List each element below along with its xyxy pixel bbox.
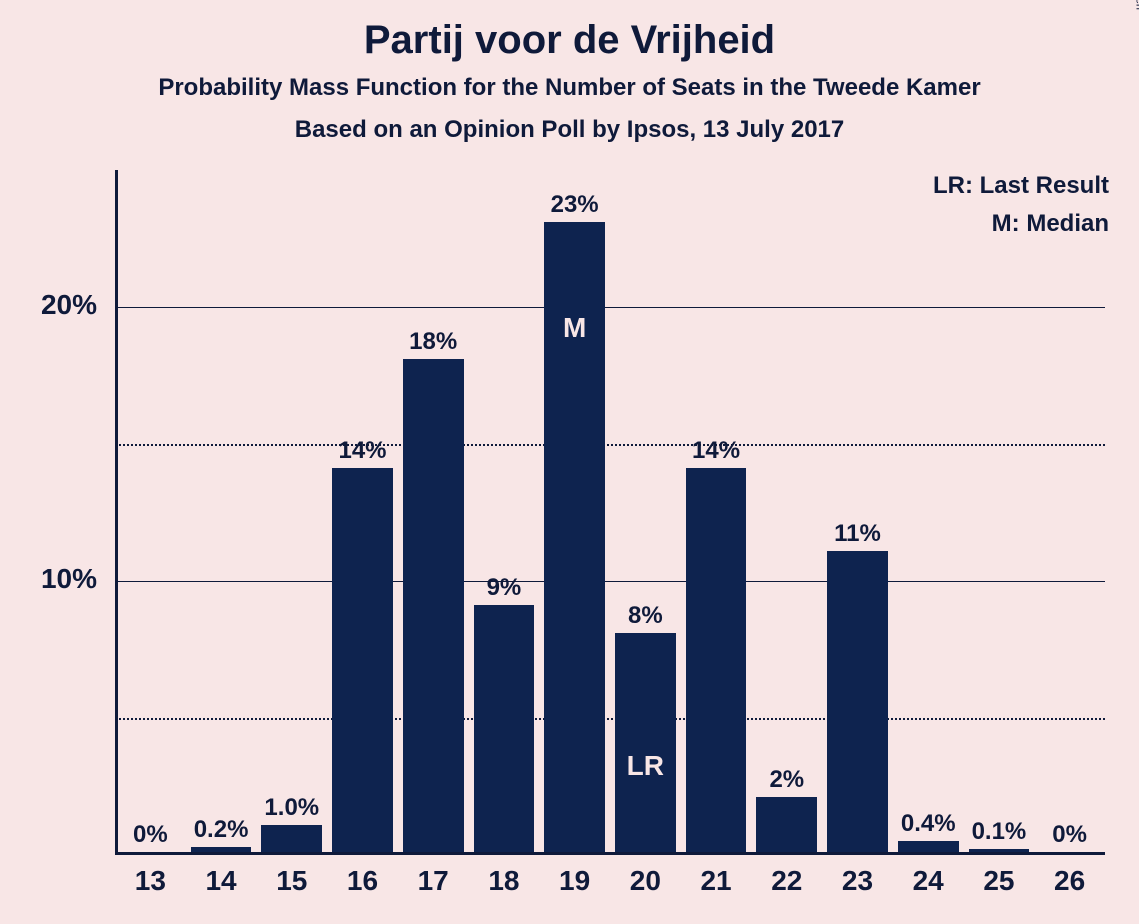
bar: [403, 359, 464, 852]
x-tick-label: 18: [469, 865, 540, 897]
bar-value-label: 8%: [605, 602, 685, 630]
x-tick-label: 26: [1034, 865, 1105, 897]
bar-value-label: 14%: [323, 437, 403, 465]
y-tick-label: 20%: [0, 289, 97, 321]
bar-value-label: 0.2%: [181, 816, 261, 844]
bar: [474, 605, 535, 852]
plot-area: 0%0.2%1.0%14%18%9%M23%LR8%14%2%11%0.4%0.…: [115, 170, 1105, 855]
x-tick-label: 13: [115, 865, 186, 897]
bar-value-label: 2%: [747, 766, 827, 794]
bar: [332, 468, 393, 852]
copyright-text: © 2020 Filip van Laenen: [1133, 0, 1139, 10]
bar-value-label: 0%: [1030, 821, 1110, 849]
x-tick-label: 21: [681, 865, 752, 897]
title-subtitle-1: Probability Mass Function for the Number…: [0, 74, 1139, 102]
gridline-major: [115, 307, 1105, 308]
x-tick-label: 22: [751, 865, 822, 897]
y-tick-label: 10%: [0, 563, 97, 595]
title-main: Partij voor de Vrijheid: [0, 18, 1139, 63]
bar-value-label: 0%: [110, 821, 190, 849]
chart-root: © 2020 Filip van Laenen Partij voor de V…: [0, 0, 1139, 924]
bar-value-label: 18%: [393, 328, 473, 356]
x-tick-label: 19: [539, 865, 610, 897]
bar: [191, 847, 252, 852]
x-tick-label: 15: [256, 865, 327, 897]
x-tick-label: 14: [186, 865, 257, 897]
x-axis-line: [115, 852, 1105, 855]
x-tick-label: 16: [327, 865, 398, 897]
bar: [261, 825, 322, 852]
bar: [686, 468, 747, 852]
bar-in-label: M: [544, 312, 605, 344]
bar: [827, 551, 888, 852]
bar-value-label: 1.0%: [252, 794, 332, 822]
bar: M: [544, 222, 605, 852]
bar-value-label: 23%: [535, 191, 615, 219]
x-tick-label: 20: [610, 865, 681, 897]
bar: [969, 849, 1030, 852]
bar: [898, 841, 959, 852]
gridline-minor: [115, 718, 1105, 720]
gridline-major: [115, 581, 1105, 582]
bar-value-label: 9%: [464, 574, 544, 602]
x-tick-label: 23: [822, 865, 893, 897]
bar: [756, 797, 817, 852]
bar-value-label: 11%: [818, 520, 898, 548]
bar-value-label: 0.4%: [888, 810, 968, 838]
x-tick-label: 24: [893, 865, 964, 897]
bar-value-label: 14%: [676, 437, 756, 465]
x-tick-label: 25: [964, 865, 1035, 897]
y-axis-line: [115, 170, 118, 855]
bar: LR: [615, 633, 676, 852]
bar-in-label: LR: [615, 750, 676, 782]
bar-value-label: 0.1%: [959, 818, 1039, 846]
gridline-minor: [115, 444, 1105, 446]
x-tick-label: 17: [398, 865, 469, 897]
title-subtitle-2: Based on an Opinion Poll by Ipsos, 13 Ju…: [0, 116, 1139, 144]
